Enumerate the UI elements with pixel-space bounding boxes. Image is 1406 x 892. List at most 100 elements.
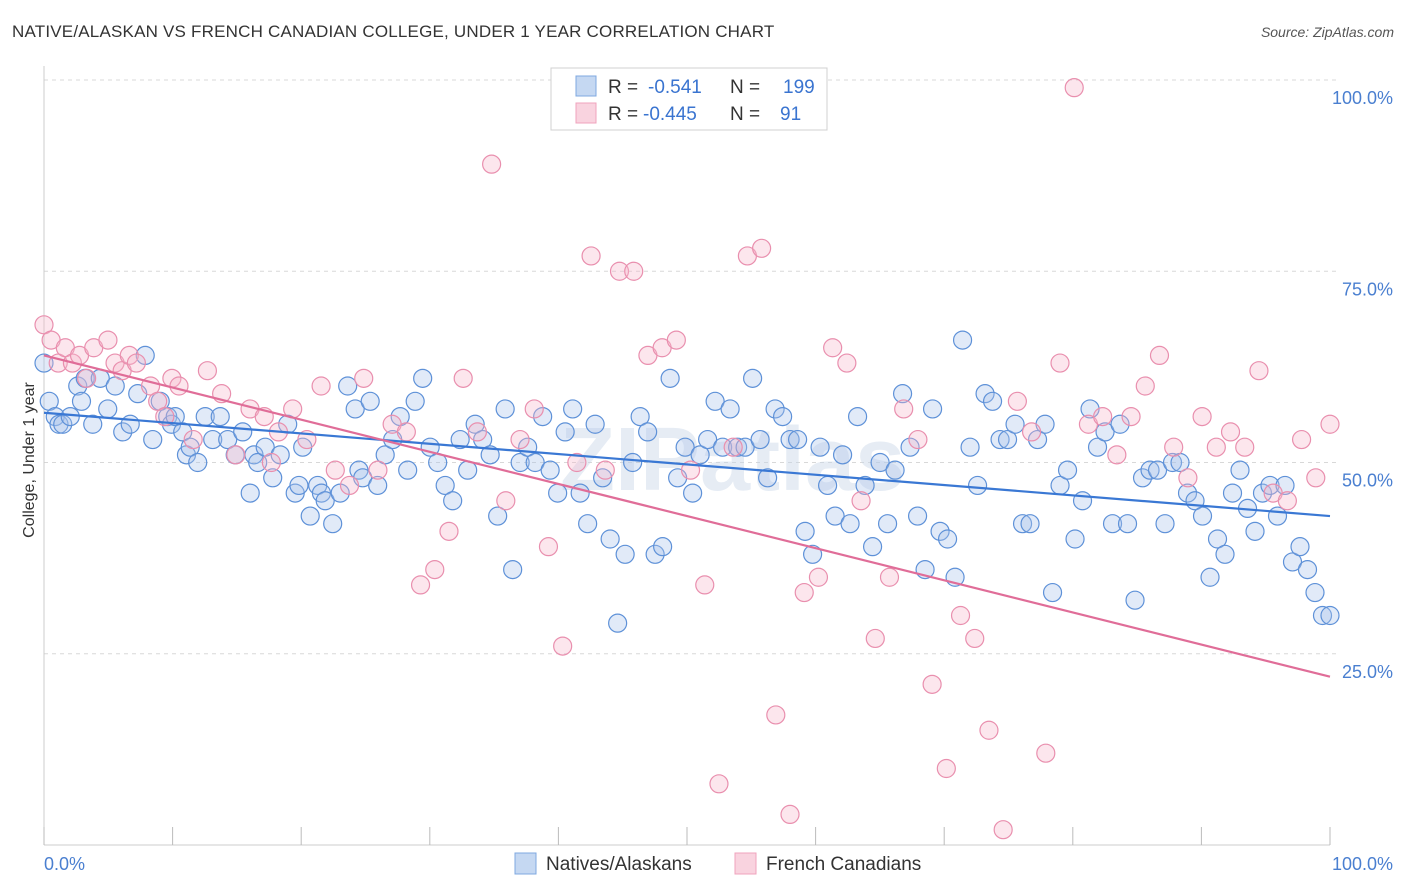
native-point-96 xyxy=(690,445,710,465)
native-point-85 xyxy=(608,613,628,633)
native-point-157 xyxy=(1147,460,1168,480)
native-point-166 xyxy=(1215,544,1235,564)
bottom-legend-swatch-french xyxy=(734,852,757,875)
native-point-143 xyxy=(1042,582,1063,603)
bottom-legend-swatch-natives xyxy=(514,852,537,875)
native-point-120 xyxy=(870,452,890,473)
french-point-37 xyxy=(439,521,459,541)
native-point-82 xyxy=(585,414,605,434)
native-point-79 xyxy=(563,399,583,419)
native-point-94 xyxy=(675,437,695,457)
legend-n-label-1: N = xyxy=(730,77,760,98)
french-point-76 xyxy=(993,820,1013,840)
bottom-legend: Natives/Alaskans French Canadians xyxy=(514,852,921,875)
french-point-6 xyxy=(77,368,97,388)
native-point-90 xyxy=(645,544,665,564)
native-point-101 xyxy=(728,437,748,457)
native-point-84 xyxy=(600,529,620,549)
native-point-25 xyxy=(188,452,208,473)
french-point-8 xyxy=(98,330,118,350)
native-point-32 xyxy=(240,483,260,503)
french-point-92 xyxy=(1220,422,1241,442)
french-point-59 xyxy=(752,238,772,258)
native-point-74 xyxy=(525,452,545,473)
native-point-106 xyxy=(765,399,785,419)
native-point-175 xyxy=(1282,552,1303,572)
native-point-174 xyxy=(1275,475,1295,496)
native-point-59 xyxy=(413,368,433,388)
native-point-62 xyxy=(435,475,455,496)
native-point-34 xyxy=(248,452,268,473)
native-point-179 xyxy=(1312,605,1333,626)
french-point-75 xyxy=(979,720,999,740)
trend-line-0 xyxy=(43,411,1331,518)
chart-source: Source: ZipAtlas.com xyxy=(1260,24,1394,40)
native-point-164 xyxy=(1200,567,1220,587)
native-point-46 xyxy=(323,514,343,534)
french-point-79 xyxy=(1036,743,1056,763)
french-point-68 xyxy=(879,567,900,587)
french-point-46 xyxy=(567,452,587,473)
native-point-111 xyxy=(803,544,823,564)
french-point-84 xyxy=(1107,445,1127,465)
native-point-69 xyxy=(488,506,508,526)
native-point-95 xyxy=(683,483,703,503)
bottom-legend-french: French Canadians xyxy=(766,854,921,875)
native-point-14 xyxy=(120,414,140,434)
native-point-76 xyxy=(540,460,560,480)
french-point-38 xyxy=(453,368,473,388)
native-point-112 xyxy=(810,437,830,457)
french-point-60 xyxy=(766,705,786,725)
french-point-67 xyxy=(865,628,885,649)
french-point-55 xyxy=(695,575,715,595)
french-point-90 xyxy=(1192,407,1212,427)
native-point-154 xyxy=(1125,590,1145,610)
french-point-96 xyxy=(1277,491,1297,511)
top-legend: R = -0.541 N = 199 R = -0.445 N = 91 xyxy=(550,67,828,131)
french-point-61 xyxy=(780,804,800,825)
native-point-145 xyxy=(1057,460,1078,480)
bottom-legend-natives: Natives/Alaskans xyxy=(546,854,692,875)
french-point-34 xyxy=(396,422,416,442)
axes xyxy=(43,66,1331,846)
french-point-99 xyxy=(1320,414,1340,434)
french-point-69 xyxy=(894,399,914,419)
french-point-93 xyxy=(1235,437,1255,457)
x-tick-label-1: 100.0% xyxy=(1332,854,1393,874)
grid-lines xyxy=(44,79,1340,655)
native-point-136 xyxy=(990,429,1010,450)
native-point-133 xyxy=(967,475,988,496)
native-point-107 xyxy=(773,407,793,427)
legend-swatch-french xyxy=(575,102,597,124)
native-point-155 xyxy=(1132,468,1153,488)
native-point-165 xyxy=(1207,529,1228,549)
native-point-139 xyxy=(1012,514,1033,534)
french-point-48 xyxy=(595,460,615,480)
french-point-64 xyxy=(823,338,843,358)
native-point-92 xyxy=(660,368,680,388)
french-point-86 xyxy=(1135,376,1155,396)
native-point-0 xyxy=(34,353,54,373)
french-point-42 xyxy=(510,429,530,450)
native-point-99 xyxy=(713,437,733,457)
french-point-29 xyxy=(325,460,345,480)
french-point-12 xyxy=(126,353,146,373)
series-natives-points xyxy=(34,330,1340,633)
native-point-178 xyxy=(1305,582,1325,603)
legend-r-label-1: R = xyxy=(608,77,638,98)
french-point-97 xyxy=(1291,429,1312,450)
french-point-80 xyxy=(1050,353,1070,373)
french-point-19 xyxy=(197,361,218,381)
y-tick-label-2: 75.0% xyxy=(1342,279,1393,299)
native-point-66 xyxy=(465,414,485,434)
native-point-123 xyxy=(892,384,913,404)
native-point-89 xyxy=(638,422,658,442)
native-point-110 xyxy=(795,521,815,541)
legend-r-value-1: -0.541 xyxy=(648,77,702,98)
native-point-131 xyxy=(952,330,973,350)
native-point-86 xyxy=(615,544,635,564)
native-point-137 xyxy=(997,429,1018,450)
french-point-88 xyxy=(1164,437,1184,457)
native-point-161 xyxy=(1177,483,1198,503)
native-point-129 xyxy=(937,529,958,549)
